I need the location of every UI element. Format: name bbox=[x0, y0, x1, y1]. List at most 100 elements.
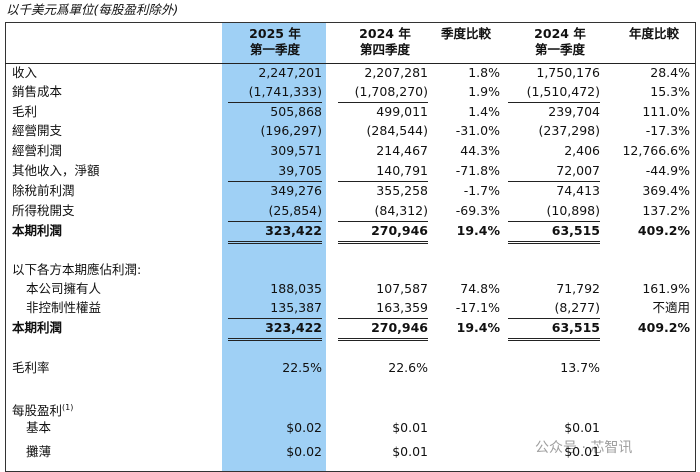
footnote-mark: (1) bbox=[62, 403, 74, 412]
cell: $0.02 bbox=[286, 444, 322, 459]
cell: 270,946 bbox=[371, 223, 428, 238]
cell: 63,515 bbox=[551, 320, 600, 335]
cell: (8,277) bbox=[554, 300, 600, 315]
row-label: 經營開支 bbox=[12, 123, 63, 138]
cell: -31.0% bbox=[455, 123, 500, 138]
cell: 2,207,281 bbox=[364, 65, 428, 80]
rule bbox=[338, 243, 428, 244]
column-header: 季度比較 bbox=[440, 26, 491, 41]
rule bbox=[508, 338, 600, 339]
cell: -44.9% bbox=[645, 163, 690, 178]
cell: 19.4% bbox=[456, 223, 500, 238]
cell: 369.4% bbox=[642, 183, 690, 198]
rule bbox=[508, 181, 600, 182]
cell: 409.2% bbox=[637, 223, 690, 238]
rule bbox=[338, 241, 428, 242]
cell: 63,515 bbox=[551, 223, 600, 238]
cell: (1,510,472) bbox=[526, 84, 600, 99]
column-header: 第四季度 bbox=[359, 42, 410, 57]
watermark: 公众号 · 芯智讯 bbox=[535, 440, 633, 456]
cell: (84,312) bbox=[374, 203, 429, 218]
rule bbox=[508, 340, 600, 341]
cell: $0.01 bbox=[392, 444, 428, 459]
row-label: 攤薄 bbox=[26, 444, 52, 459]
cell: 107,587 bbox=[376, 281, 428, 296]
highlight-column bbox=[222, 23, 326, 472]
rule bbox=[338, 340, 428, 341]
cell: 44.3% bbox=[460, 143, 500, 158]
row-label: 基本 bbox=[26, 420, 52, 435]
rule bbox=[338, 102, 428, 103]
row-label: 所得稅開支 bbox=[12, 203, 75, 218]
row-label: 本期利潤 bbox=[12, 223, 63, 238]
rule bbox=[338, 318, 428, 319]
cell: 2,247,201 bbox=[258, 65, 322, 80]
rule bbox=[508, 102, 600, 103]
cell: 188,035 bbox=[270, 281, 322, 296]
cell: -69.3% bbox=[455, 203, 500, 218]
cell: -71.8% bbox=[455, 163, 500, 178]
cell: 71,792 bbox=[556, 281, 600, 296]
column-header: 年度比較 bbox=[628, 26, 679, 41]
cell: 15.3% bbox=[650, 84, 690, 99]
cell: 19.4% bbox=[456, 320, 500, 335]
row-label: 毛利率 bbox=[12, 360, 50, 375]
caption: 以千美元爲單位(每股盈利除外) bbox=[6, 2, 179, 17]
rule bbox=[338, 338, 428, 339]
row-label: 本期利潤 bbox=[12, 320, 63, 335]
rule bbox=[228, 241, 322, 242]
row-label: 非控制性權益 bbox=[26, 300, 102, 315]
row-label: 以下各方本期應佔利潤: bbox=[12, 262, 142, 277]
cell: 12,766.6% bbox=[622, 143, 690, 158]
cell: 1,750,176 bbox=[536, 65, 600, 80]
rule bbox=[228, 318, 322, 319]
rule bbox=[228, 340, 322, 341]
cell: 13.7% bbox=[560, 360, 600, 375]
cell: 270,946 bbox=[371, 320, 428, 335]
cell: 323,422 bbox=[265, 320, 322, 335]
rule bbox=[508, 318, 600, 319]
row-label: 收入 bbox=[12, 65, 38, 80]
row-label: 其他收入，淨額 bbox=[12, 163, 100, 178]
cell: 22.6% bbox=[388, 360, 428, 375]
cell: 28.4% bbox=[650, 65, 690, 80]
rule bbox=[508, 221, 600, 222]
cell: 239,704 bbox=[548, 104, 600, 119]
cell: 309,571 bbox=[270, 143, 322, 158]
cell: 1.9% bbox=[468, 84, 500, 99]
cell: (237,298) bbox=[538, 123, 600, 138]
rule bbox=[338, 181, 428, 182]
cell: $0.01 bbox=[392, 420, 428, 435]
cell: 22.5% bbox=[282, 360, 322, 375]
cell: 39,705 bbox=[278, 163, 322, 178]
cell: 1.4% bbox=[468, 104, 500, 119]
column-header: 2024 年 bbox=[534, 26, 586, 41]
cell: -1.7% bbox=[463, 183, 500, 198]
rule bbox=[228, 338, 322, 339]
cell: -17.3% bbox=[645, 123, 690, 138]
cell: 214,467 bbox=[376, 143, 428, 158]
cell: 2,406 bbox=[564, 143, 600, 158]
cell: (10,898) bbox=[546, 203, 601, 218]
cell: 505,868 bbox=[270, 104, 322, 119]
cell: 137.2% bbox=[642, 203, 690, 218]
cell: $0.01 bbox=[564, 444, 600, 459]
cell: (196,297) bbox=[260, 123, 322, 138]
rule bbox=[228, 243, 322, 244]
cell: 161.9% bbox=[642, 281, 690, 296]
column-header: 2025 年 bbox=[249, 26, 301, 41]
cell: 72,007 bbox=[556, 163, 600, 178]
cell: $0.02 bbox=[286, 420, 322, 435]
cell: 323,422 bbox=[265, 223, 322, 238]
cell: 499,011 bbox=[376, 104, 428, 119]
column-header: 第一季度 bbox=[249, 42, 300, 57]
cell: (25,854) bbox=[268, 203, 323, 218]
cell: (284,544) bbox=[366, 123, 428, 138]
rule bbox=[508, 241, 600, 242]
rule bbox=[228, 102, 322, 103]
cell: 111.0% bbox=[642, 104, 690, 119]
cell: 135,387 bbox=[270, 300, 322, 315]
column-header: 2024 年 bbox=[359, 26, 411, 41]
row-label: 除稅前利潤 bbox=[12, 183, 75, 198]
